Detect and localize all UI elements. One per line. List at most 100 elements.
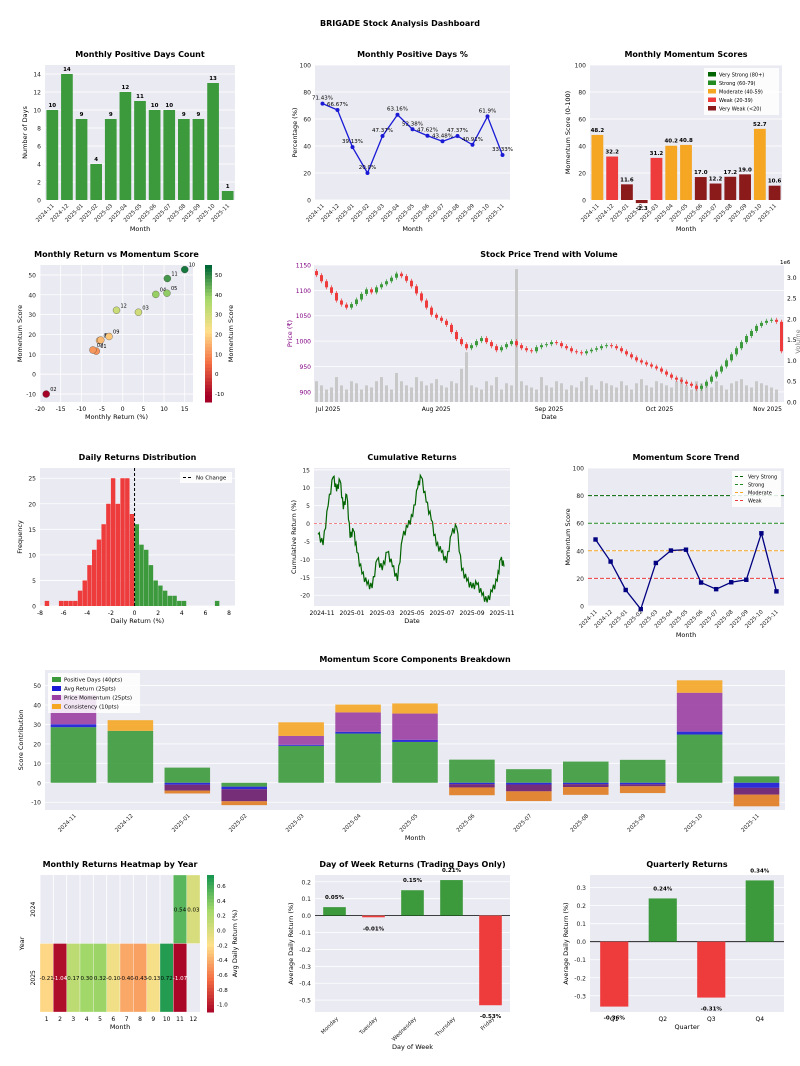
colorbar-segment [207,970,214,975]
stacked-segment [449,787,495,796]
colorbar-segment [205,309,212,314]
candle-body [690,383,693,386]
c8-ytick-label: 60 [576,521,584,528]
histogram-bar [125,478,130,606]
volume-bar [470,385,473,402]
stacked-segment [506,784,552,792]
colorbar-segment [205,323,212,328]
scatter-point [163,274,172,283]
c9-legend-swatch [52,704,61,709]
colorbar-tick-label: -0.6 [217,973,228,979]
candle-body [410,280,413,287]
stacked-segment [50,724,97,728]
bar-value-label: 10 [151,103,159,109]
volume-bar [450,381,453,402]
candle-body [325,281,328,288]
c10-xtick-label: 4 [85,1016,89,1023]
colorbar-segment [205,330,212,334]
candle-body [365,289,368,294]
c3-ytick-label: 100 [575,63,587,70]
candle-body [430,307,433,315]
legend-swatch [708,72,716,77]
c2-ytick-label: 0 [307,198,311,205]
volume-bar [345,389,348,402]
bar [323,907,346,916]
point-value-label: 43.48% [432,133,453,139]
c11-ytick-label: -0.3 [299,964,311,971]
point-label: 09 [113,329,119,335]
colorbar-segment [207,892,214,897]
colorbar-segment [205,268,212,273]
chart-price-trend: Stock Price Trend with Volume 900 950 1000 1… [286,250,800,421]
scatter-point [181,265,189,274]
scatter-point [134,308,143,316]
candle-body [695,385,698,389]
c2-ytick-label: 100 [300,63,312,70]
bar-value-label: 13 [209,76,217,82]
c10-xtick-label: 10 [163,1016,171,1023]
c9-xtick-label: 2025-10 [684,813,705,834]
stacked-segment [563,787,609,795]
c5-volume-tick-label: 0.5 [787,379,797,386]
colorbar-segment [205,333,212,338]
heatmap-cell-label: -0.43 [133,976,148,982]
candle-body [505,344,508,348]
point-value-label: 52.38% [402,121,423,127]
colorbar-segment [207,1008,214,1013]
candle-body [650,364,653,367]
chart-positive-days-pct: Monthly Positive Days % 0 20 40 60 80 100 71.43… [291,50,513,233]
volume-bar [765,385,768,402]
candle-body [750,330,753,337]
candle-body [350,304,353,308]
stacked-segment [676,734,723,783]
c10-ytick-label: 2024 [30,901,37,916]
colorbar-segment [207,875,214,879]
stacked-segment [563,784,609,788]
histogram-bar [92,549,97,606]
colorbar-tick-label: -0.2 [217,943,228,949]
colorbar-segment [205,371,212,376]
data-point [744,577,749,582]
histogram-bar [96,539,102,606]
data-point [668,548,674,553]
candle-body [715,371,718,377]
candle-body [465,344,468,349]
bar-value-label: 17.2 [724,170,738,176]
candle-body [335,292,338,301]
bar-value-label: 52.7 [753,122,767,128]
volume-bar [605,383,608,402]
colorbar-segment [205,391,212,396]
histogram-bar [153,580,158,606]
volume-bar [745,385,748,402]
stacked-segment [619,759,666,783]
bar-value-label: 9 [182,112,186,118]
c6-legend-box [180,472,232,483]
bar-value-label: -0.31% [701,1007,723,1013]
c4-ytick-label: 30 [28,312,36,319]
candle-body [780,321,783,352]
point-label: 12 [121,303,127,309]
stacked-segment [563,782,609,785]
data-point [623,587,628,593]
stacked-segment [164,767,211,783]
volume-bar [695,381,698,402]
point-label: 01 [100,344,106,350]
c7-ylabel: Cumulative Return (%) [290,500,298,574]
c12-ytick-label: 0.2 [576,903,586,910]
candle-body [600,346,603,349]
colorbar-segment [207,940,214,944]
c11-ytick-label: -0.2 [299,947,311,954]
volume-bar [505,383,508,402]
volume-bar [355,383,358,402]
stacked-segment [278,722,324,736]
c10-xtick-label: 2 [58,1016,62,1023]
colorbar-tick-label: 20 [215,332,222,338]
data-point [485,114,490,119]
c3-ytick-label: 40 [578,144,586,151]
c9-ylabel: Score Contribution [17,710,25,771]
colorbar-segment [205,381,212,386]
c9-ytick-label: 20 [33,741,41,748]
scatter-point [105,332,113,341]
heatmap-cell-label: 0.03 [187,907,200,913]
volume-bar [405,385,408,402]
